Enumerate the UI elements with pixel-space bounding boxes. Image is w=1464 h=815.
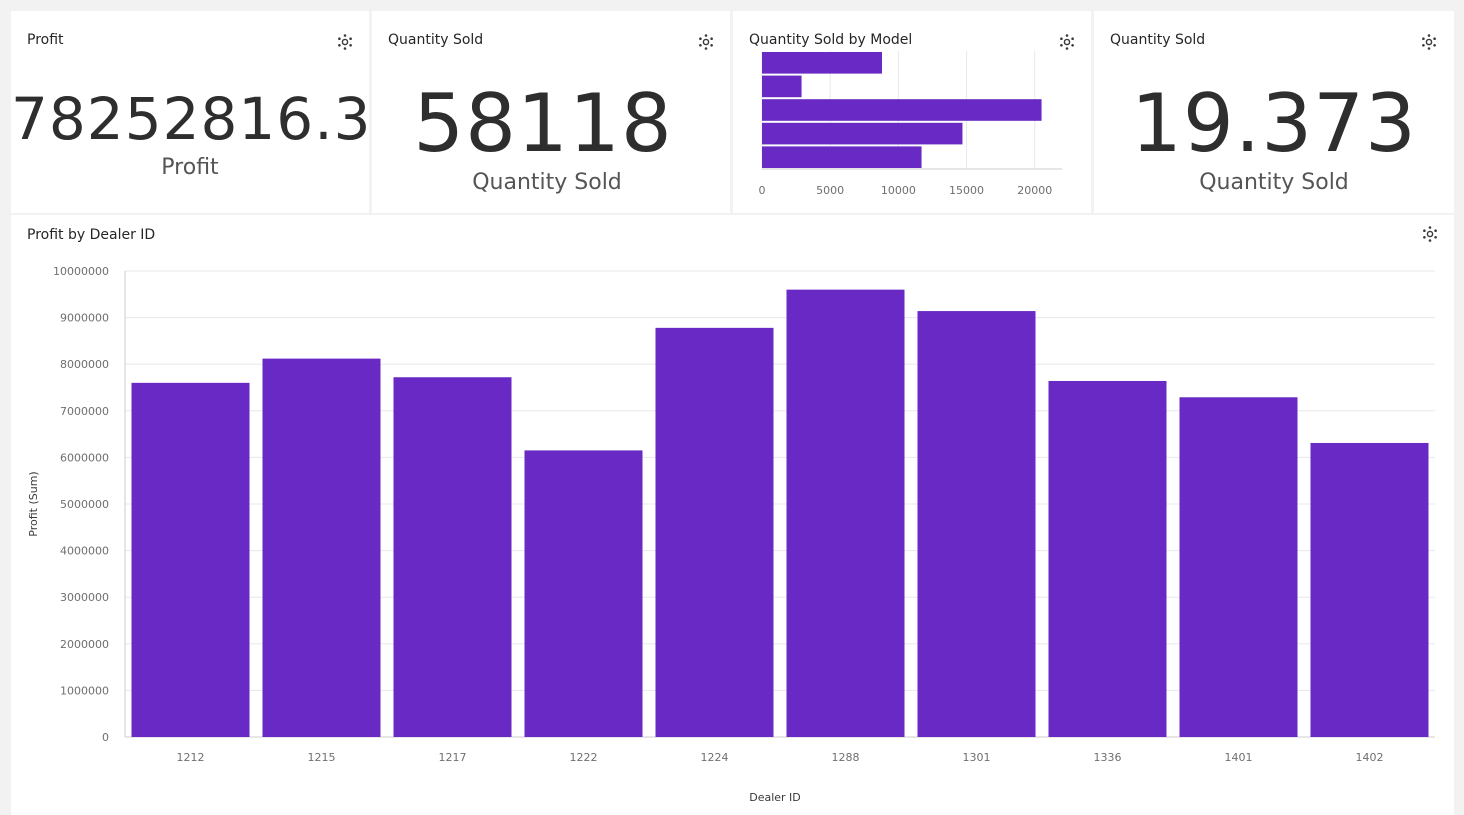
quantity-sold-label: Quantity Sold [472,170,622,195]
y-tick-label: 5000000 [60,498,109,511]
bar [762,146,922,168]
bar [524,450,643,737]
x-tick-label: 1212 [177,751,205,764]
gear-icon[interactable] [1421,225,1439,243]
x-tick-label: 1336 [1094,751,1122,764]
quantity-by-model-tile: Quantity Sold by Model 0 5000 10000 15000 20… [733,11,1091,213]
y-tick-label: 6000000 [60,451,109,464]
x-tick-label: 0 [759,184,766,197]
y-tick-label: 0 [102,731,109,744]
bar [262,358,381,737]
tile-title: Quantity Sold [1110,32,1206,48]
y-tick-label: 8000000 [60,358,109,371]
quantity-sold-avg-label: Quantity Sold [1199,170,1349,195]
bar [762,52,882,74]
profit-label: Profit [161,155,219,180]
y-tick-label: 4000000 [60,545,109,558]
bar [393,377,512,737]
x-tick-label: 1301 [963,751,991,764]
x-tick-label: 15000 [949,184,984,197]
y-tick-label: 1000000 [60,684,109,697]
tile-title: Quantity Sold [388,32,484,48]
profit-by-dealer-tile: Profit by Dealer ID 0 1000000 2000000 30000… [11,215,1454,815]
quantity-sold-avg-kpi-tile: Quantity Sold 19.373 Quantity Sold [1094,11,1454,213]
quantity-sold-kpi-tile: Quantity Sold 58118 Quantity Sold [372,11,730,213]
y-axis-title: Profit (Sum) [27,471,40,536]
quantity-sold-value: 58118 [413,77,673,170]
tile-title: Profit by Dealer ID [27,227,156,243]
bar [655,327,774,737]
x-tick-label: 1222 [570,751,598,764]
tile-title: Profit [27,32,64,48]
x-tick-label: 1215 [308,751,336,764]
bar [786,289,905,737]
x-axis-title: Dealer ID [749,791,801,804]
quantity-by-model-chart: 0 5000 10000 15000 20000 [759,51,1062,197]
gear-icon[interactable] [1058,33,1076,51]
y-tick-label: 10000000 [53,265,109,278]
gear-icon[interactable] [1420,33,1438,51]
quantity-sold-avg-value: 19.373 [1131,77,1417,170]
x-tick-label: 10000 [881,184,916,197]
y-tick-label: 3000000 [60,591,109,604]
bar [762,99,1042,121]
bar [917,311,1036,737]
y-tick-label: 7000000 [60,405,109,418]
x-tick-label: 1224 [701,751,729,764]
bar [131,382,250,737]
x-tick-label: 20000 [1017,184,1052,197]
profit-value: 78252816.3 [11,85,372,153]
profit-kpi-tile: Profit 78252816.3 Profit [11,11,372,213]
x-tick-label: 1402 [1356,751,1384,764]
bar [762,75,802,98]
bar [1179,397,1298,737]
y-tick-label: 9000000 [60,312,109,325]
gear-icon[interactable] [697,33,715,51]
bar [1310,442,1429,737]
profit-by-dealer-chart: 0 1000000 2000000 3000000 4000000 5000000 6000… [27,265,1435,804]
bar [1048,380,1167,737]
gear-icon[interactable] [336,33,354,51]
x-tick-label: 1217 [439,751,467,764]
tile-title: Quantity Sold by Model [749,32,913,48]
bar [762,122,963,145]
x-tick-label: 1288 [832,751,860,764]
y-tick-label: 2000000 [60,638,109,651]
x-tick-label: 5000 [816,184,844,197]
x-tick-label: 1401 [1225,751,1253,764]
